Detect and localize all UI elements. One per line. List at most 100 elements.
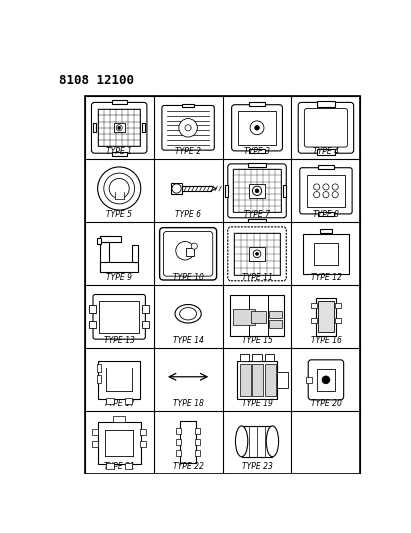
Bar — [105, 430, 133, 456]
Bar — [106, 398, 114, 403]
Text: TYPE 3: TYPE 3 — [244, 147, 270, 156]
Ellipse shape — [266, 426, 279, 457]
Circle shape — [255, 189, 259, 193]
Text: TYPE 16: TYPE 16 — [310, 336, 342, 345]
Bar — [100, 262, 139, 271]
Bar — [115, 192, 124, 198]
Text: TYPE 23: TYPE 23 — [242, 462, 272, 471]
Bar — [89, 321, 96, 328]
Bar — [335, 318, 341, 323]
Bar — [92, 441, 98, 448]
Circle shape — [176, 241, 194, 260]
Bar — [98, 361, 140, 399]
Bar — [97, 375, 101, 383]
Circle shape — [191, 243, 197, 249]
Text: TYPE 20: TYPE 20 — [310, 399, 342, 408]
Bar — [195, 439, 201, 445]
FancyBboxPatch shape — [164, 231, 213, 276]
Text: TYPE 2: TYPE 2 — [175, 147, 201, 156]
Bar — [242, 426, 272, 457]
Bar — [311, 318, 317, 323]
Bar — [269, 311, 282, 318]
Circle shape — [185, 125, 191, 131]
Circle shape — [253, 250, 261, 257]
Circle shape — [104, 173, 134, 204]
Bar — [125, 398, 132, 403]
Circle shape — [314, 184, 320, 190]
Text: TYPE 11: TYPE 11 — [242, 273, 272, 281]
Bar — [99, 301, 139, 333]
Bar — [113, 416, 125, 422]
Circle shape — [332, 191, 338, 198]
Text: TYPE 4: TYPE 4 — [313, 147, 339, 156]
Bar — [252, 364, 263, 396]
Bar — [142, 305, 149, 313]
Circle shape — [322, 376, 330, 384]
Bar — [195, 450, 201, 456]
Bar — [283, 184, 286, 197]
Bar — [114, 123, 125, 132]
Bar — [176, 439, 181, 445]
Bar — [140, 441, 146, 448]
Bar — [142, 123, 145, 132]
Bar — [277, 372, 288, 387]
Bar — [132, 245, 139, 262]
Bar — [249, 102, 265, 106]
Bar — [249, 149, 265, 153]
Ellipse shape — [175, 304, 201, 323]
Bar — [249, 247, 265, 261]
Text: TYPE 7: TYPE 7 — [244, 209, 270, 219]
Text: TYPE 18: TYPE 18 — [173, 399, 203, 408]
Circle shape — [323, 191, 329, 198]
Ellipse shape — [180, 308, 196, 320]
Bar — [317, 101, 335, 107]
Text: TYPE 15: TYPE 15 — [242, 336, 272, 345]
Bar — [92, 429, 98, 435]
Circle shape — [255, 125, 259, 130]
Circle shape — [250, 121, 264, 135]
Bar — [93, 123, 96, 132]
Text: TYPE 12: TYPE 12 — [310, 273, 342, 281]
Bar — [249, 184, 265, 198]
Bar — [314, 243, 338, 264]
Bar — [89, 305, 96, 313]
Circle shape — [179, 118, 197, 137]
Bar — [248, 219, 266, 222]
Circle shape — [118, 126, 121, 130]
Text: TYPE 8: TYPE 8 — [313, 209, 339, 219]
FancyBboxPatch shape — [159, 228, 217, 280]
Bar — [111, 100, 127, 104]
Bar — [233, 169, 281, 212]
Ellipse shape — [236, 426, 248, 457]
Text: 8108 12100: 8108 12100 — [58, 74, 134, 87]
Circle shape — [98, 167, 141, 210]
Bar — [240, 364, 251, 396]
Text: TYPE 1: TYPE 1 — [106, 147, 132, 156]
Bar — [316, 297, 336, 336]
FancyBboxPatch shape — [305, 109, 348, 147]
Bar — [97, 365, 101, 372]
Bar — [237, 361, 277, 399]
Bar — [306, 377, 312, 383]
Bar — [176, 450, 181, 456]
Bar — [233, 309, 255, 325]
Text: TYPE 6: TYPE 6 — [175, 209, 201, 219]
Bar — [317, 369, 335, 391]
FancyBboxPatch shape — [162, 106, 214, 150]
Bar — [335, 303, 341, 308]
Bar — [97, 238, 102, 244]
Bar — [320, 229, 332, 233]
Bar — [318, 302, 334, 332]
Bar — [317, 149, 335, 155]
Bar — [176, 428, 181, 434]
Bar — [269, 320, 282, 328]
Bar — [238, 111, 276, 145]
FancyBboxPatch shape — [232, 104, 282, 151]
Bar — [234, 233, 280, 274]
Bar — [140, 429, 146, 435]
Circle shape — [116, 125, 122, 131]
FancyBboxPatch shape — [228, 164, 286, 218]
FancyBboxPatch shape — [93, 295, 145, 339]
FancyBboxPatch shape — [228, 227, 286, 281]
FancyBboxPatch shape — [308, 360, 344, 400]
